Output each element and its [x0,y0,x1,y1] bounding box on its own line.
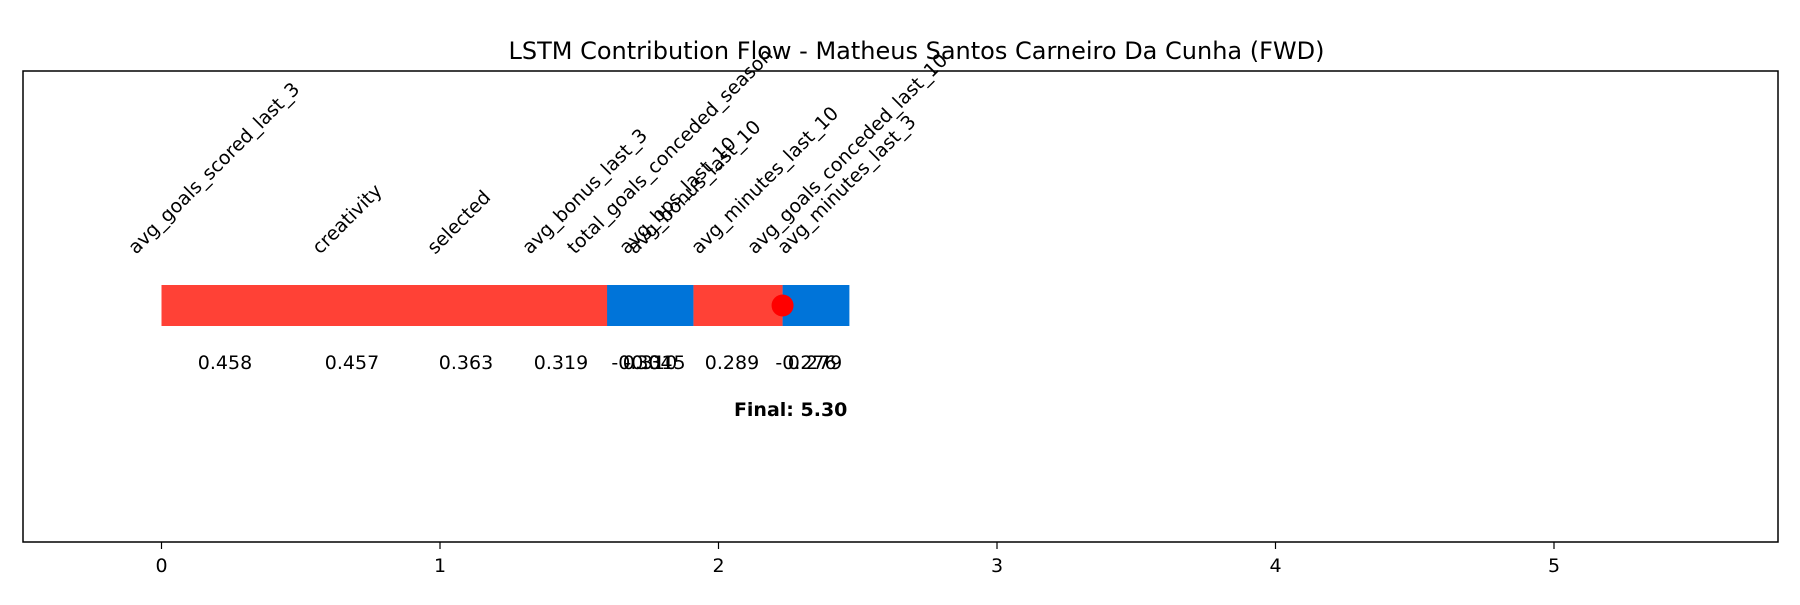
contribution-bar-mid [693,285,783,326]
bars-layer [161,285,850,326]
feature-labels-layer: avg_goals_scored_last_3 creativity selecte… [124,44,952,258]
contribution-bar-blue-mid [607,285,694,326]
x-tick-label: 2 [712,555,724,577]
value-label: 0.457 [325,352,379,374]
final-score-label: Final: 5.30 [734,399,847,421]
feature-label: avg_goals_scored_last_3 [124,78,304,258]
marker-layer [771,294,794,317]
contribution-bar-red-start [161,285,608,326]
feature-label: avg_minutes_last_3 [773,111,921,259]
value-label: 0.310 [623,352,677,374]
feature-label: avg_goals_conceded_last_10 [743,49,952,258]
feature-label: creativity [308,180,387,259]
plot-area-frame [22,70,1779,543]
value-label: 0.363 [439,352,493,374]
x-tick-label: 1 [434,555,446,577]
value-label: -0.315 [624,352,685,374]
x-tick-label: 4 [1269,555,1281,577]
value-label: -0.304 [611,352,672,374]
x-tick-label: 5 [1548,555,1560,577]
chart-title: LSTM Contribution Flow - Matheus Santos … [509,37,1325,65]
value-label: 0.289 [705,352,759,374]
value-label: 0.319 [534,352,588,374]
x-tick-label: 3 [991,555,1003,577]
x-axis: 0 1 2 3 4 5 [155,542,1560,577]
x-tick-label: 0 [155,555,167,577]
contribution-bar-tail [782,285,850,326]
value-label: -0.276 [775,352,836,374]
value-label: 0.458 [198,352,252,374]
final-score-marker [771,294,794,317]
feature-label: selected [423,186,495,258]
value-label: 0.279 [788,352,842,374]
